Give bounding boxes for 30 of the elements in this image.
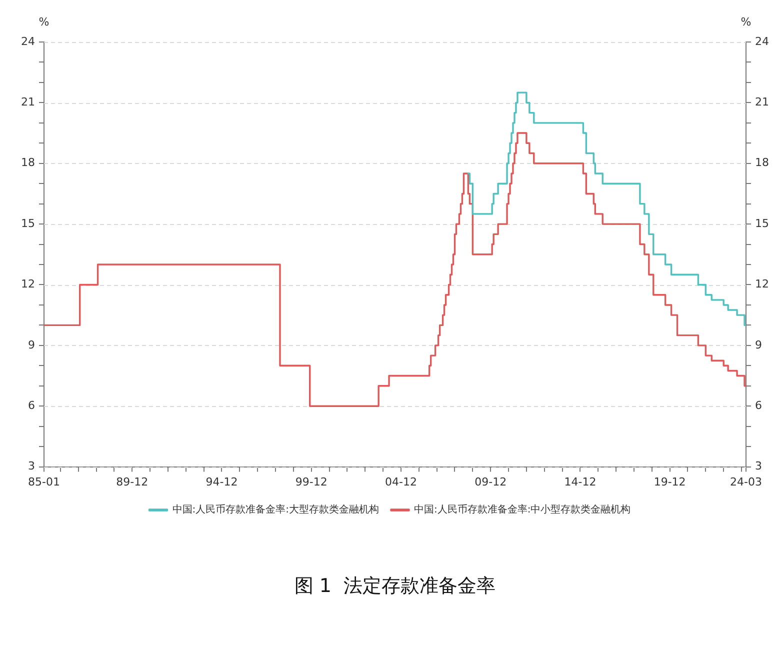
y2-axis-title: %	[740, 15, 752, 28]
legend-label: 中国:人民币存款准备金率:大型存款类金融机构	[172, 504, 380, 516]
y2-tick-label: 12	[755, 278, 769, 291]
x-tick-label: 19-12	[654, 475, 686, 488]
y2-tick-label: 18	[755, 156, 769, 170]
y-tick-label: 9	[28, 338, 35, 352]
y2-tick-label: 24	[755, 34, 769, 48]
y2-tick-label: 15	[755, 216, 769, 230]
y2-tick-label: 9	[755, 338, 762, 352]
y-tick-label: 21	[21, 96, 35, 109]
x-tick-label: 99-12	[295, 475, 328, 488]
y2-tick-label: 21	[755, 96, 769, 109]
x-tick-label: 24-03	[730, 475, 762, 488]
y-tick-label: 24	[21, 34, 35, 48]
y-tick-label: 6	[28, 398, 35, 412]
text: 图 1 法定存款准备金率	[293, 574, 497, 599]
y-tick-label: 18	[21, 156, 35, 170]
y-tick-label: 3	[28, 460, 35, 473]
y-tick-label: 15	[21, 216, 35, 230]
x-tick-label: 89-12	[116, 475, 148, 488]
y-axis-title: %	[38, 15, 50, 28]
x-tick-label: 94-12	[206, 475, 238, 488]
y2-tick-label: 6	[755, 398, 762, 412]
x-tick-label: 04-12	[384, 475, 417, 488]
legend-label: 中国:人民币存款准备金率:中小型存款类金融机构	[414, 504, 631, 516]
x-tick-label: 85-01	[28, 475, 60, 488]
x-tick-label: 09-12	[474, 475, 507, 488]
x-tick-label: 14-12	[564, 475, 596, 488]
y-tick-label: 12	[21, 278, 35, 291]
y2-tick-label: 3	[755, 460, 762, 473]
